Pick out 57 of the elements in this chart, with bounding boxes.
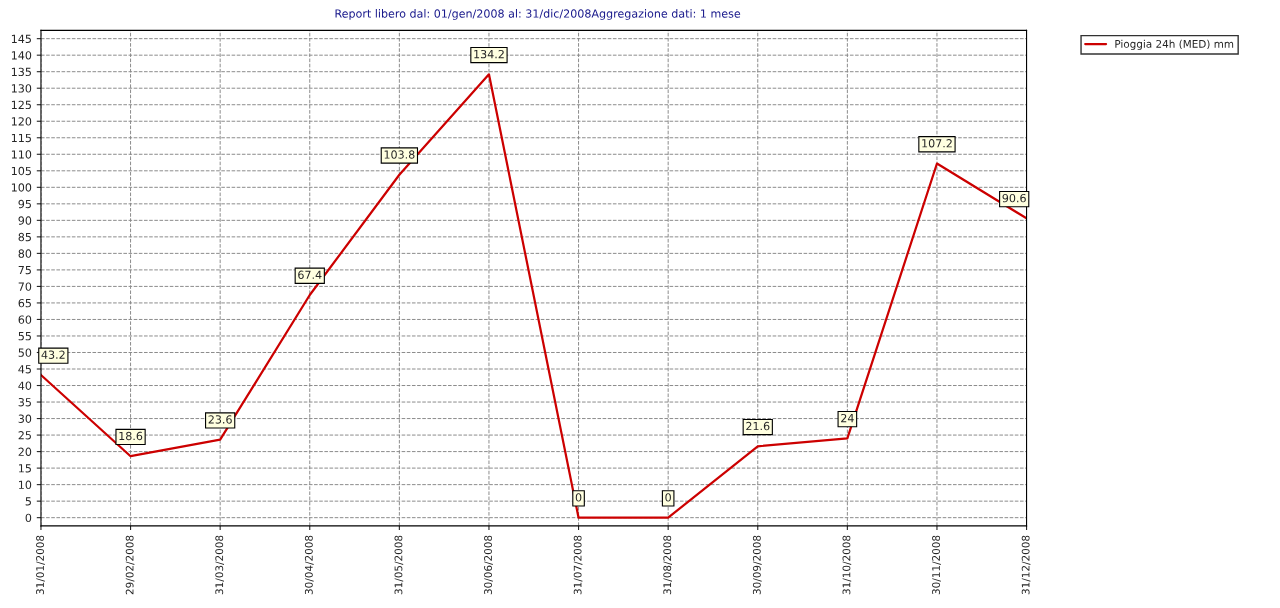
- x-tick-label: 31/01/2008: [36, 535, 45, 595]
- x-tick-label: 31/12/2008: [1021, 535, 1031, 595]
- y-tick-label: 140: [11, 51, 32, 60]
- data-label: 21.6: [746, 421, 770, 431]
- y-tick-label: 0: [25, 513, 32, 523]
- y-tick-label: 30: [18, 414, 32, 423]
- data-label: 0: [665, 493, 671, 502]
- y-tick-label: 100: [11, 183, 32, 192]
- y-tick-label: 40: [18, 381, 32, 390]
- y-tick-label: 50: [18, 348, 32, 357]
- legend-label: Pioggia 24h (MED) mm: [1115, 39, 1234, 50]
- data-label: 134.2: [474, 49, 504, 59]
- data-label: 18.6: [119, 431, 143, 441]
- y-tick-label: 90: [18, 216, 32, 225]
- y-tick-label: 135: [11, 67, 31, 77]
- y-tick-label: 120: [11, 117, 32, 126]
- data-label: 0: [575, 493, 582, 502]
- data-label: 67.4: [298, 270, 322, 279]
- y-tick-label: 125: [11, 100, 31, 110]
- y-tick-label: 15: [19, 464, 31, 473]
- x-tick-label: 30/09/2008: [752, 535, 762, 595]
- y-tick-label: 130: [11, 84, 32, 93]
- y-tick-label: 55: [18, 332, 31, 341]
- x-tick-label: 30/04/2008: [304, 535, 314, 595]
- y-tick-label: 25: [18, 431, 31, 440]
- x-tick-label: 31/07/2008: [573, 535, 583, 595]
- x-tick-label: 29/02/2008: [125, 535, 135, 595]
- data-label: 43.2: [41, 350, 65, 359]
- y-tick-label: 115: [11, 133, 31, 143]
- y-tick-label: 45: [18, 365, 31, 374]
- y-tick-label: 75: [18, 266, 31, 275]
- x-tick-label: 31/10/2008: [842, 535, 852, 595]
- y-tick-label: 105: [11, 166, 31, 176]
- y-tick-label: 85: [18, 232, 31, 242]
- y-tick-label: 110: [11, 150, 32, 159]
- x-tick-label: 31/08/2008: [663, 535, 672, 595]
- y-tick-label: 35: [18, 398, 31, 407]
- y-tick-label: 80: [18, 249, 32, 258]
- x-tick-label: 31/05/2008: [394, 535, 404, 595]
- y-tick-label: 95: [18, 199, 31, 209]
- y-tick-label: 65: [18, 298, 31, 308]
- data-label: 90.6: [1002, 193, 1026, 203]
- x-tick-label: 31/03/2008: [215, 535, 224, 595]
- y-tick-label: 20: [18, 447, 32, 456]
- y-tick-label: 5: [25, 497, 31, 506]
- chart-title: Report libero dal: 01/gen/2008 al: 31/dic/2008Aggregazione dati: 1 mese: [335, 9, 741, 20]
- data-label: 107.2: [922, 139, 952, 148]
- data-label: 23.6: [208, 415, 232, 424]
- y-tick-label: 70: [18, 282, 32, 291]
- y-tick-label: 10: [19, 480, 32, 490]
- data-label: 103.8: [384, 150, 415, 159]
- line-series: [40, 73, 1027, 519]
- data-label: 24: [841, 413, 854, 423]
- x-tick-label: 30/11/2008: [932, 535, 941, 595]
- y-tick-label: 60: [18, 315, 32, 324]
- y-tick-label: 145: [11, 34, 31, 44]
- x-tick-label: 30/06/2008: [484, 535, 493, 595]
